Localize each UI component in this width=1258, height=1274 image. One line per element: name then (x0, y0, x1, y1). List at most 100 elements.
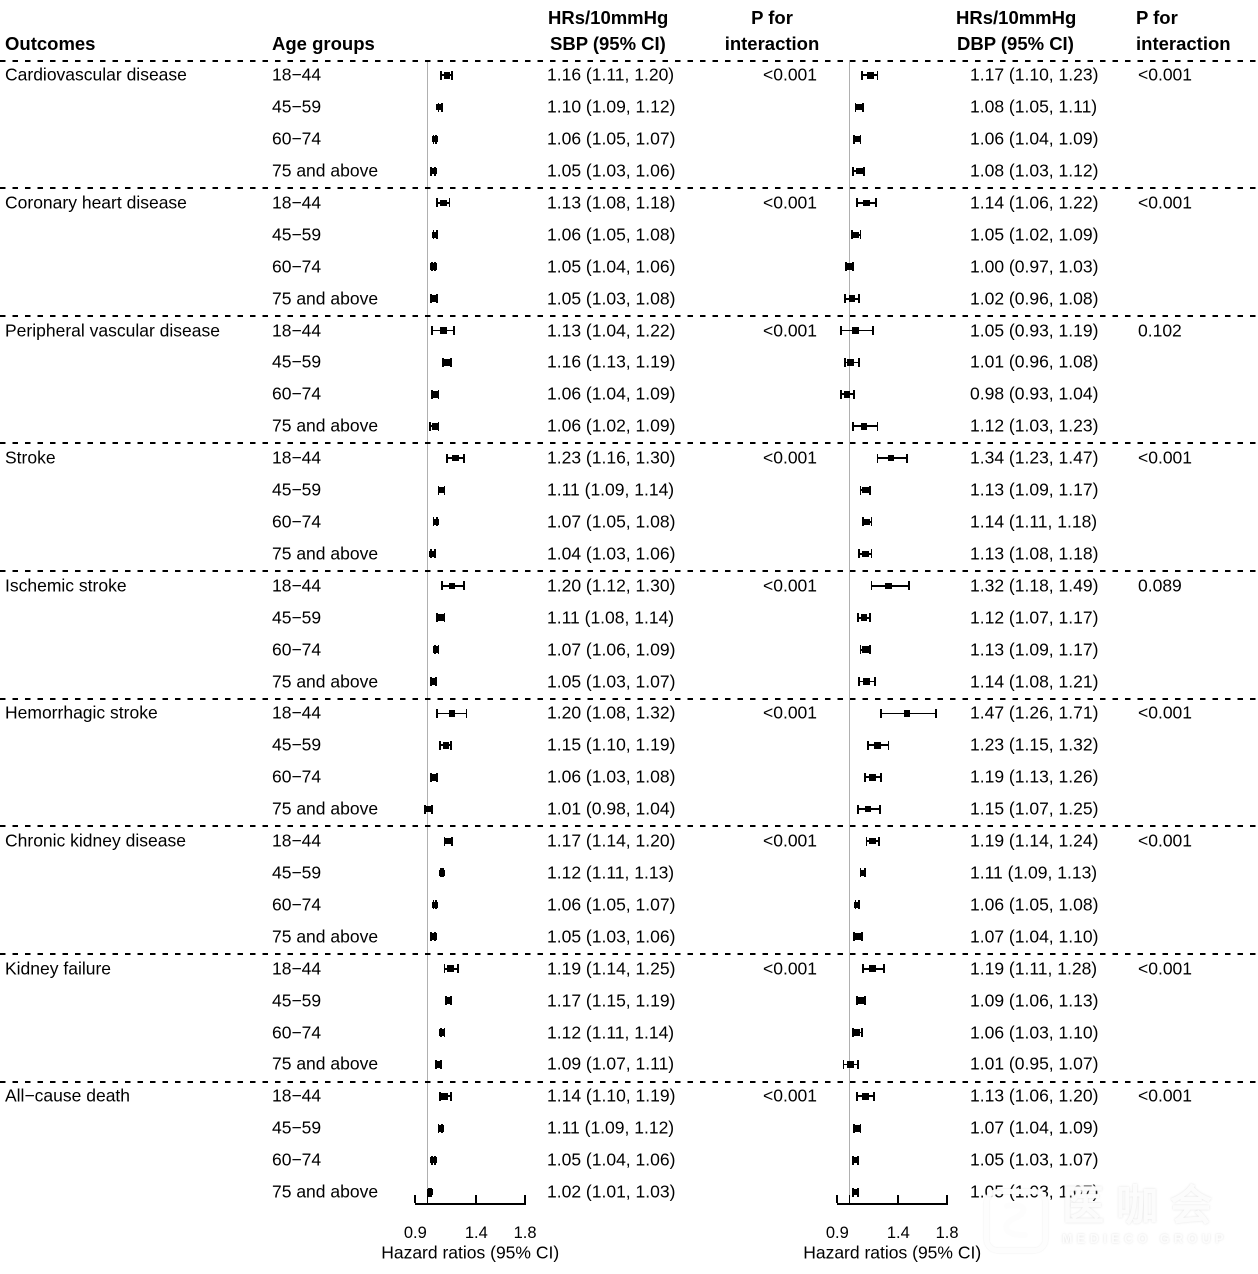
column-header-dbp-line1: HRs/10mmHg (956, 6, 1077, 28)
age-label: 60−74 (272, 383, 322, 404)
forest-ci-cap-dbp (852, 421, 855, 431)
forest-point-dbp (847, 1061, 854, 1068)
forest-point-dbp (847, 359, 854, 366)
forest-point-dbp (887, 454, 895, 462)
forest-ci-cap-dbp (840, 326, 842, 336)
hr-value-dbp: 1.19 (1.11, 1.28) (970, 957, 1098, 978)
hr-value-dbp: 1.12 (1.03, 1.23) (970, 415, 1099, 436)
forest-point-sbp (437, 614, 445, 621)
forest-point-sbp (437, 486, 445, 494)
age-label: 75 and above (272, 415, 379, 436)
forest-point-sbp (447, 965, 454, 972)
forest-ci-cap-sbp (440, 70, 442, 80)
x-axis-title-dbp: Hazard ratios (95% CI) (803, 1242, 982, 1263)
forest-ci-cap-sbp (431, 326, 434, 336)
hr-value-dbp: 1.07 (1.04, 1.09) (970, 1117, 1099, 1138)
forest-point-sbp (448, 582, 456, 590)
hr-value-sbp: 1.01 (0.98, 1.04) (547, 798, 676, 819)
hr-value-sbp: 1.06 (1.05, 1.07) (547, 894, 676, 915)
hr-value-sbp: 1.04 (1.03, 1.06) (547, 543, 676, 564)
age-label: 75 and above (272, 543, 379, 564)
hr-value-dbp: 1.06 (1.04, 1.09) (970, 128, 1099, 149)
hr-value-dbp: 1.06 (1.05, 1.08) (970, 894, 1099, 915)
age-label: 75 and above (272, 1181, 379, 1202)
forest-point-sbp (438, 1029, 446, 1036)
age-label: 60−74 (272, 255, 322, 276)
forest-ci-cap-dbp (857, 1059, 859, 1069)
block-separator (0, 442, 1258, 445)
forest-point-sbp (429, 550, 436, 558)
forest-point-dbp (857, 997, 864, 1004)
age-label: 75 and above (272, 798, 379, 819)
forest-point-sbp (431, 231, 439, 239)
forest-point-dbp (854, 933, 862, 941)
forest-point-dbp (862, 1093, 869, 1100)
forest-point-sbp (431, 422, 439, 430)
hr-value-sbp: 1.05 (1.03, 1.07) (547, 670, 676, 691)
forest-point-dbp (852, 231, 859, 239)
hr-value-sbp: 1.07 (1.06, 1.09) (547, 638, 676, 659)
hr-value-dbp: 1.02 (0.96, 1.08) (970, 287, 1099, 308)
forest-point-dbp (855, 103, 863, 111)
age-label: 18−44 (272, 575, 322, 596)
p-interaction-dbp: 0.089 (1138, 575, 1182, 596)
forest-point-dbp (846, 263, 853, 271)
block-separator (0, 570, 1258, 573)
forest-ci-cap-sbp (441, 581, 444, 591)
x-axis-tick-label-dbp: 0.9 (825, 1223, 849, 1242)
hr-value-sbp: 1.07 (1.05, 1.08) (547, 511, 676, 532)
hr-value-dbp: 0.98 (0.93, 1.04) (970, 383, 1099, 404)
column-header-p-interaction-dbp-line1: P for (1136, 6, 1178, 28)
forest-ci-cap-sbp (437, 421, 440, 431)
forest-ci-cap-dbp (880, 708, 883, 718)
forest-ci-cap-dbp (876, 453, 879, 463)
forest-ci-cap-sbp (442, 357, 445, 367)
forest-ci-cap-sbp (424, 804, 426, 814)
age-label: 60−74 (272, 511, 322, 532)
forest-point-dbp (852, 1188, 859, 1196)
age-label: 45−59 (272, 606, 322, 627)
forest-ci-cap-sbp (451, 70, 453, 80)
hr-value-sbp: 1.06 (1.02, 1.09) (547, 415, 676, 436)
forest-point-dbp (903, 710, 911, 717)
p-interaction-sbp: <0.001 (763, 575, 818, 596)
p-interaction-dbp: <0.001 (1138, 830, 1193, 851)
forest-ci-cap-sbp (463, 581, 465, 591)
forest-ci-cap-dbp (873, 1091, 875, 1101)
x-axis-tick-dbp (848, 1194, 851, 1203)
x-axis-tick-dbp (946, 1194, 948, 1203)
forest-ci-cap-sbp (443, 836, 446, 846)
forest-point-dbp (855, 167, 863, 175)
forest-ci-cap-dbp (887, 740, 890, 750)
hr-value-sbp: 1.17 (1.15, 1.19) (547, 989, 676, 1010)
age-label: 18−44 (272, 192, 322, 213)
forest-point-dbp (853, 1029, 861, 1036)
forest-ci-cap-dbp (862, 517, 864, 527)
p-interaction-sbp: <0.001 (763, 830, 818, 851)
column-header-sbp-line2: SBP (95% CI) (550, 32, 666, 54)
forest-ci-cap-dbp (852, 1028, 855, 1037)
age-label: 45−59 (272, 224, 322, 245)
forest-ci-cap-dbp (877, 836, 880, 846)
hr-value-dbp: 1.32 (1.18, 1.49) (970, 575, 1099, 596)
sbp-reference-line (426, 60, 429, 1203)
hr-value-sbp: 1.06 (1.04, 1.09) (547, 383, 676, 404)
forest-point-sbp (431, 391, 439, 398)
forest-point-dbp (863, 678, 870, 685)
forest-point-dbp (874, 742, 881, 749)
forest-point-dbp (859, 869, 867, 877)
outcome-label: All−cause death (5, 1085, 131, 1106)
column-header-age-groups: Age groups (272, 32, 375, 54)
x-axis-tick-label-dbp: 1.4 (886, 1223, 910, 1242)
forest-point-dbp (860, 422, 868, 430)
age-label: 75 and above (272, 670, 379, 691)
hr-value-sbp: 1.06 (1.05, 1.07) (547, 128, 676, 149)
x-axis-title-sbp: Hazard ratios (95% CI) (381, 1242, 560, 1263)
forest-ci-cap-dbp (844, 262, 847, 272)
hr-value-sbp: 1.23 (1.16, 1.30) (547, 447, 676, 468)
forest-ci-cap-dbp (853, 932, 856, 942)
forest-ci-cap-dbp (859, 645, 862, 655)
forest-point-sbp (430, 295, 437, 302)
forest-ci-cap-dbp (860, 1028, 863, 1037)
forest-point-sbp (444, 997, 452, 1004)
